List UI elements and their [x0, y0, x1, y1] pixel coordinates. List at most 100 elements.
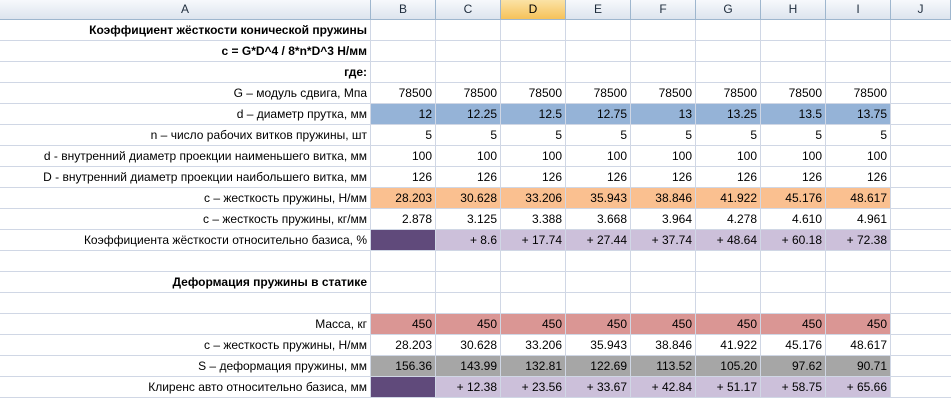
cell-g[interactable]: 78500: [696, 83, 761, 104]
cell-h[interactable]: + 60.18: [761, 230, 826, 251]
cell-j[interactable]: [891, 125, 951, 146]
column-header-i[interactable]: I: [826, 0, 891, 20]
cell-h[interactable]: 450: [761, 314, 826, 335]
cell-b[interactable]: [371, 272, 436, 293]
cell-f[interactable]: [631, 62, 696, 83]
cell-i[interactable]: + 72.38: [826, 230, 891, 251]
cell-e[interactable]: + 27.44: [566, 230, 631, 251]
cell-h[interactable]: [761, 272, 826, 293]
cell-e[interactable]: 35.943: [566, 335, 631, 356]
cell-f[interactable]: 126: [631, 167, 696, 188]
cell-e[interactable]: 126: [566, 167, 631, 188]
cell-b[interactable]: 12: [371, 104, 436, 125]
row-label-cell[interactable]: c – жесткость пружины, кг/мм: [0, 209, 371, 230]
cell-f[interactable]: 78500: [631, 83, 696, 104]
cell-j[interactable]: [891, 251, 951, 272]
column-header-h[interactable]: H: [761, 0, 826, 20]
row-label-cell[interactable]: Клиренс авто относительно базиса, мм: [0, 377, 371, 398]
cell-j[interactable]: [891, 230, 951, 251]
cell-e[interactable]: 78500: [566, 83, 631, 104]
cell-c[interactable]: 30.628: [436, 188, 501, 209]
row-label-cell[interactable]: G – модуль сдвига, Мпа: [0, 83, 371, 104]
cell-d[interactable]: [501, 20, 566, 41]
cell-b[interactable]: 78500: [371, 83, 436, 104]
cell-g[interactable]: 4.278: [696, 209, 761, 230]
cell-g[interactable]: 13.25: [696, 104, 761, 125]
column-header-f[interactable]: F: [631, 0, 696, 20]
cell-c[interactable]: [436, 272, 501, 293]
cell-e[interactable]: 100: [566, 146, 631, 167]
cell-b[interactable]: [371, 41, 436, 62]
row-label-cell[interactable]: Масса, кг: [0, 314, 371, 335]
cell-h[interactable]: 78500: [761, 83, 826, 104]
cell-h[interactable]: [761, 41, 826, 62]
cell-h[interactable]: 97.62: [761, 356, 826, 377]
cell-g[interactable]: [696, 251, 761, 272]
cell-f[interactable]: [631, 293, 696, 314]
cell-d[interactable]: 33.206: [501, 335, 566, 356]
cell-h[interactable]: + 58.75: [761, 377, 826, 398]
cell-h[interactable]: [761, 293, 826, 314]
cell-h[interactable]: [761, 62, 826, 83]
cell-i[interactable]: 126: [826, 167, 891, 188]
cell-f[interactable]: [631, 272, 696, 293]
cell-g[interactable]: + 48.64: [696, 230, 761, 251]
column-header-a[interactable]: A: [0, 0, 371, 20]
row-label-cell[interactable]: D - внутренний диаметр проекции наибольш…: [0, 167, 371, 188]
cell-i[interactable]: + 65.66: [826, 377, 891, 398]
cell-i[interactable]: [826, 272, 891, 293]
cell-j[interactable]: [891, 146, 951, 167]
cell-b[interactable]: 156.36: [371, 356, 436, 377]
cell-h[interactable]: 13.5: [761, 104, 826, 125]
cell-j[interactable]: [891, 272, 951, 293]
row-label-cell[interactable]: Коэффициент жёсткости конической пружины: [0, 20, 371, 41]
cell-e[interactable]: 122.69: [566, 356, 631, 377]
row-label-cell[interactable]: где:: [0, 62, 371, 83]
cell-c[interactable]: 12.25: [436, 104, 501, 125]
row-label-cell[interactable]: n – число рабочих витков пружины, шт: [0, 125, 371, 146]
cell-d[interactable]: 3.388: [501, 209, 566, 230]
cell-e[interactable]: [566, 251, 631, 272]
cell-i[interactable]: 48.617: [826, 335, 891, 356]
row-label-cell[interactable]: c = G*D^4 / 8*n*D^3 Н/мм: [0, 41, 371, 62]
cell-d[interactable]: [501, 251, 566, 272]
cell-d[interactable]: 33.206: [501, 188, 566, 209]
cell-h[interactable]: 100: [761, 146, 826, 167]
cell-e[interactable]: + 33.67: [566, 377, 631, 398]
cell-d[interactable]: 78500: [501, 83, 566, 104]
cell-i[interactable]: 13.75: [826, 104, 891, 125]
cell-d[interactable]: 126: [501, 167, 566, 188]
cell-g[interactable]: [696, 272, 761, 293]
row-label-cell[interactable]: [0, 251, 371, 272]
cell-i[interactable]: 90.71: [826, 356, 891, 377]
cell-h[interactable]: [761, 251, 826, 272]
row-label-cell[interactable]: Коэффициента жёсткости относительно бази…: [0, 230, 371, 251]
cell-b[interactable]: 28.203: [371, 335, 436, 356]
cell-d[interactable]: [501, 272, 566, 293]
cell-f[interactable]: 38.846: [631, 335, 696, 356]
cell-j[interactable]: [891, 41, 951, 62]
cell-i[interactable]: 5: [826, 125, 891, 146]
cell-i[interactable]: [826, 62, 891, 83]
cell-f[interactable]: [631, 251, 696, 272]
cell-i[interactable]: 450: [826, 314, 891, 335]
cell-c[interactable]: 100: [436, 146, 501, 167]
cell-c[interactable]: 5: [436, 125, 501, 146]
cell-b[interactable]: 126: [371, 167, 436, 188]
cell-f[interactable]: + 42.84: [631, 377, 696, 398]
cell-i[interactable]: [826, 20, 891, 41]
cell-b[interactable]: 450: [371, 314, 436, 335]
row-label-cell[interactable]: c – жесткость пружины, Н/мм: [0, 335, 371, 356]
row-label-cell[interactable]: d - внутренний диаметр проекции наименьш…: [0, 146, 371, 167]
column-header-b[interactable]: B: [371, 0, 436, 20]
cell-i[interactable]: 4.961: [826, 209, 891, 230]
cell-i[interactable]: [826, 41, 891, 62]
cell-d[interactable]: [501, 62, 566, 83]
cell-e[interactable]: [566, 62, 631, 83]
cell-c[interactable]: 143.99: [436, 356, 501, 377]
cell-g[interactable]: 126: [696, 167, 761, 188]
row-label-cell[interactable]: d – диаметр прутка, мм: [0, 104, 371, 125]
cell-j[interactable]: [891, 62, 951, 83]
cell-f[interactable]: [631, 41, 696, 62]
